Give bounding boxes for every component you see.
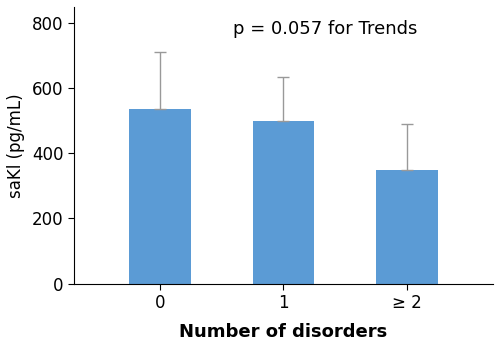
Bar — [376, 169, 438, 284]
X-axis label: Number of disorders: Number of disorders — [180, 323, 388, 341]
Bar — [130, 109, 191, 284]
Text: p = 0.057 for Trends: p = 0.057 for Trends — [233, 20, 418, 38]
Y-axis label: saKl (pg/mL): saKl (pg/mL) — [7, 93, 25, 198]
Bar — [252, 121, 314, 284]
